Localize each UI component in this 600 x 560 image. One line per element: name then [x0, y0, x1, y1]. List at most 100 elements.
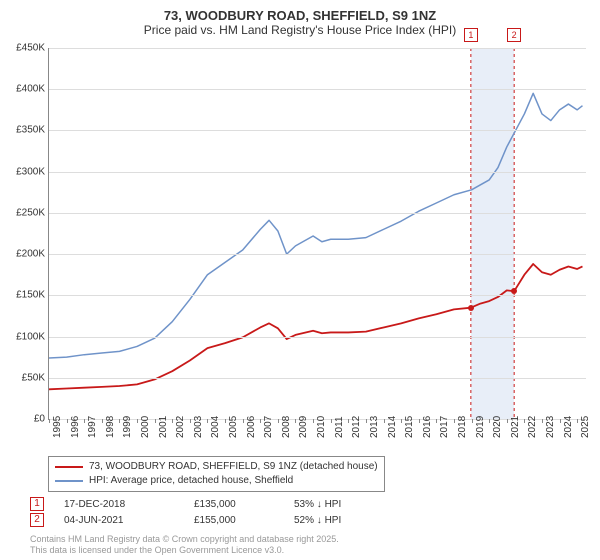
- x-tick: [67, 419, 68, 423]
- legend-swatch: [55, 466, 83, 468]
- legend-item: HPI: Average price, detached house, Shef…: [55, 474, 378, 488]
- x-axis-label: 2006: [246, 416, 257, 438]
- x-axis-label: 2024: [563, 416, 574, 438]
- sales-table: 1 17-DEC-2018 £135,000 53% ↓ HPI 2 04-JU…: [30, 496, 394, 528]
- x-axis-label: 2025: [580, 416, 591, 438]
- x-axis-label: 2004: [210, 416, 221, 438]
- footer-line1: Contains HM Land Registry data © Crown c…: [30, 534, 339, 545]
- y-axis-label: £100K: [3, 331, 45, 342]
- x-axis-label: 2015: [404, 416, 415, 438]
- x-tick: [260, 419, 261, 423]
- x-tick: [155, 419, 156, 423]
- x-axis-label: 2017: [439, 416, 450, 438]
- x-tick: [560, 419, 561, 423]
- x-tick: [207, 419, 208, 423]
- title-line1: 73, WOODBURY ROAD, SHEFFIELD, S9 1NZ: [10, 8, 590, 23]
- x-axis-label: 2002: [175, 416, 186, 438]
- footer-line2: This data is licensed under the Open Gov…: [30, 545, 339, 556]
- sale-marker-dot: [511, 288, 517, 294]
- x-axis-label: 1996: [70, 416, 81, 438]
- table-row: 1 17-DEC-2018 £135,000 53% ↓ HPI: [30, 496, 394, 512]
- y-axis-label: £200K: [3, 249, 45, 260]
- x-tick: [49, 419, 50, 423]
- x-tick: [489, 419, 490, 423]
- y-axis-label: £400K: [3, 84, 45, 95]
- x-tick: [313, 419, 314, 423]
- table-row: 2 04-JUN-2021 £155,000 52% ↓ HPI: [30, 512, 394, 528]
- x-tick: [190, 419, 191, 423]
- x-tick: [225, 419, 226, 423]
- x-axis-label: 2013: [369, 416, 380, 438]
- sale-diff: 53% ↓ HPI: [294, 499, 394, 510]
- y-axis-label: £50K: [3, 372, 45, 383]
- x-axis-label: 2000: [140, 416, 151, 438]
- x-tick: [419, 419, 420, 423]
- gridline: [49, 89, 586, 90]
- sale-price: £135,000: [194, 499, 294, 510]
- chart-plot-area: £0£50K£100K£150K£200K£250K£300K£350K£400…: [48, 48, 586, 420]
- x-tick: [401, 419, 402, 423]
- x-tick: [524, 419, 525, 423]
- x-tick: [507, 419, 508, 423]
- x-axis-label: 2016: [422, 416, 433, 438]
- sale-diff: 52% ↓ HPI: [294, 515, 394, 526]
- legend-label: 73, WOODBURY ROAD, SHEFFIELD, S9 1NZ (de…: [89, 460, 378, 474]
- x-axis-label: 2014: [387, 416, 398, 438]
- x-axis-label: 2020: [492, 416, 503, 438]
- y-axis-label: £300K: [3, 166, 45, 177]
- x-axis-label: 2012: [351, 416, 362, 438]
- x-axis-label: 2005: [228, 416, 239, 438]
- sale-marker-box: 2: [30, 513, 44, 527]
- legend-swatch: [55, 480, 83, 482]
- title-line2: Price paid vs. HM Land Registry's House …: [10, 23, 590, 37]
- y-axis-label: £450K: [3, 43, 45, 54]
- x-axis-label: 2001: [158, 416, 169, 438]
- legend-item: 73, WOODBURY ROAD, SHEFFIELD, S9 1NZ (de…: [55, 460, 378, 474]
- x-axis-label: 2021: [510, 416, 521, 438]
- x-tick: [366, 419, 367, 423]
- gridline: [49, 295, 586, 296]
- x-tick: [384, 419, 385, 423]
- gridline: [49, 213, 586, 214]
- x-axis-label: 2010: [316, 416, 327, 438]
- gridline: [49, 378, 586, 379]
- x-tick: [84, 419, 85, 423]
- gridline: [49, 130, 586, 131]
- x-axis-label: 1999: [122, 416, 133, 438]
- x-axis-label: 1998: [105, 416, 116, 438]
- chart-lines: [49, 48, 586, 419]
- sale-marker-box: 1: [30, 497, 44, 511]
- x-axis-label: 2009: [298, 416, 309, 438]
- x-axis-label: 2007: [263, 416, 274, 438]
- sale-date: 04-JUN-2021: [64, 515, 194, 526]
- sale-marker-label: 1: [464, 28, 478, 42]
- legend-box: 73, WOODBURY ROAD, SHEFFIELD, S9 1NZ (de…: [48, 456, 385, 492]
- x-tick: [172, 419, 173, 423]
- gridline: [49, 172, 586, 173]
- x-tick: [454, 419, 455, 423]
- y-axis-label: £150K: [3, 290, 45, 301]
- legend-label: HPI: Average price, detached house, Shef…: [89, 474, 293, 488]
- x-tick: [102, 419, 103, 423]
- y-axis-label: £0: [3, 414, 45, 425]
- x-axis-label: 1995: [52, 416, 63, 438]
- sale-marker-label: 2: [507, 28, 521, 42]
- x-tick: [348, 419, 349, 423]
- x-tick: [436, 419, 437, 423]
- x-axis-label: 2022: [527, 416, 538, 438]
- x-axis-label: 2011: [334, 416, 345, 438]
- x-axis-label: 2019: [475, 416, 486, 438]
- x-tick: [542, 419, 543, 423]
- x-tick: [243, 419, 244, 423]
- gridline: [49, 254, 586, 255]
- gridline: [49, 337, 586, 338]
- x-axis-label: 2023: [545, 416, 556, 438]
- x-tick: [295, 419, 296, 423]
- x-tick: [119, 419, 120, 423]
- x-axis-label: 2008: [281, 416, 292, 438]
- x-tick: [331, 419, 332, 423]
- x-tick: [137, 419, 138, 423]
- x-axis-label: 2003: [193, 416, 204, 438]
- x-tick: [278, 419, 279, 423]
- sale-marker-dot: [468, 305, 474, 311]
